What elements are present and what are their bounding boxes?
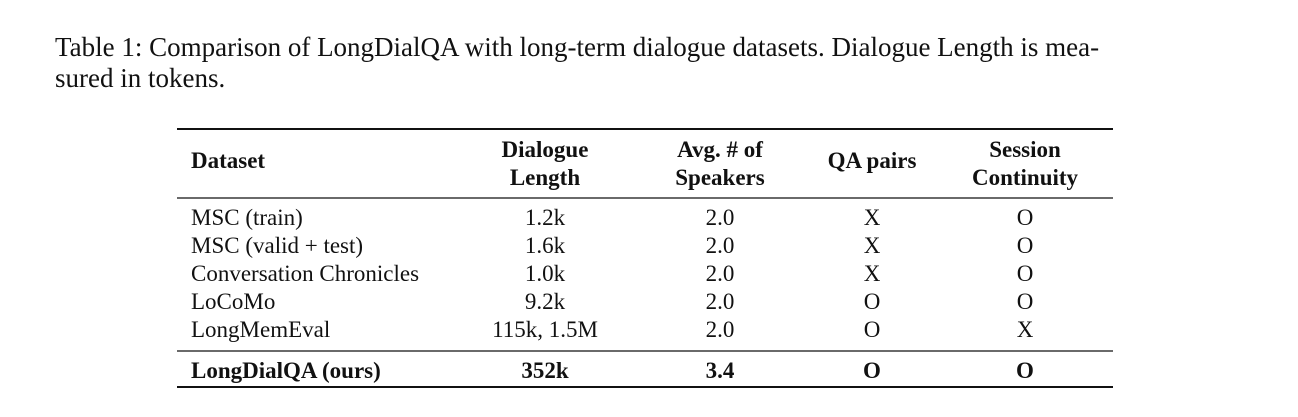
column-header: Continuity: [972, 165, 1079, 190]
table-cell: X: [864, 205, 881, 230]
table-cell: 2.0: [706, 233, 735, 258]
table-cell: 352k: [521, 358, 569, 383]
column-header: QA pairs: [828, 148, 917, 173]
table-cell: LoCoMo: [191, 289, 275, 314]
table-cell: 2.0: [706, 205, 735, 230]
table-cell: MSC (train): [191, 205, 303, 230]
table-cell: O: [1017, 205, 1034, 230]
table-cell: O: [864, 317, 881, 342]
table-cell: MSC (valid + test): [191, 233, 363, 258]
table-cell: O: [864, 289, 881, 314]
table-cell: O: [863, 358, 881, 383]
table-cell: 9.2k: [525, 289, 566, 314]
table-cell: O: [1017, 233, 1034, 258]
caption-line: Table 1: Comparison of LongDialQA with l…: [55, 32, 1099, 62]
table-cell: 2.0: [706, 261, 735, 286]
column-header: Speakers: [675, 165, 765, 190]
column-header: Session: [989, 137, 1061, 162]
table-cell: 2.0: [706, 289, 735, 314]
table-cell: 3.4: [706, 358, 735, 383]
table-cell: 1.0k: [525, 261, 566, 286]
table-cell: LongDialQA (ours): [191, 358, 381, 383]
table-cell: X: [864, 261, 881, 286]
column-header: Dialogue: [502, 137, 589, 162]
table-cell: O: [1017, 289, 1034, 314]
table-cell: O: [1017, 261, 1034, 286]
table-cell: O: [1016, 358, 1034, 383]
table-cell: LongMemEval: [191, 317, 330, 342]
column-header: Avg. # of: [677, 137, 763, 162]
table-cell: 1.6k: [525, 233, 566, 258]
table-cell: X: [1017, 317, 1034, 342]
table-cell: 115k, 1.5M: [492, 317, 598, 342]
table-cell: 2.0: [706, 317, 735, 342]
table-cell: 1.2k: [525, 205, 566, 230]
column-header: Length: [510, 165, 581, 190]
table-cell: X: [864, 233, 881, 258]
column-header: Dataset: [191, 148, 265, 173]
caption-line: sured in tokens.: [55, 63, 225, 93]
table-cell: Conversation Chronicles: [191, 261, 419, 286]
